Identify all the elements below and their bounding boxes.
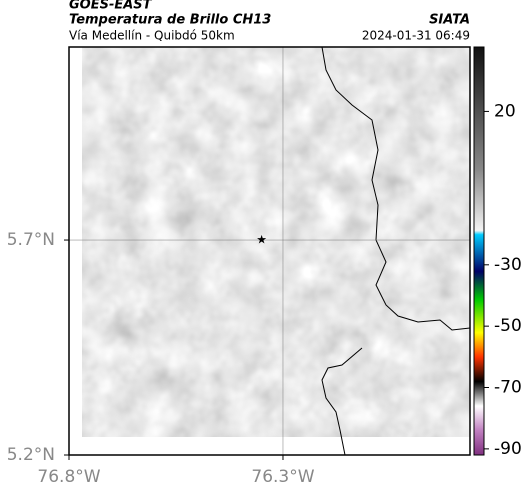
agency: SIATA (429, 13, 470, 28)
datetime: 2024-01-31 06:49 (362, 29, 470, 43)
colorbar-tick-label: -70 (494, 378, 522, 398)
source: GOES-EAST (69, 0, 153, 13)
colorbar (473, 46, 485, 456)
y-tick-label: 5.7°N (7, 230, 55, 250)
satellite-image (82, 47, 470, 437)
map-frame (68, 46, 471, 456)
x-tick-label: 76.3°W (251, 467, 314, 487)
border (321, 347, 363, 456)
location-marker: ★ (256, 233, 267, 247)
y-tick-label: 5.2°N (7, 445, 55, 465)
colorbar-tick-label: 20 (494, 101, 516, 121)
colorbar-tick-label: -90 (494, 439, 522, 459)
colorbar-tick-label: -50 (494, 316, 522, 336)
location: Vía Medellín - Quibdó 50km (69, 29, 235, 43)
title: Temperatura de Brillo CH13 (69, 13, 271, 28)
colorbar-tick-label: -30 (494, 255, 522, 275)
x-tick-label: 76.8°W (37, 467, 100, 487)
